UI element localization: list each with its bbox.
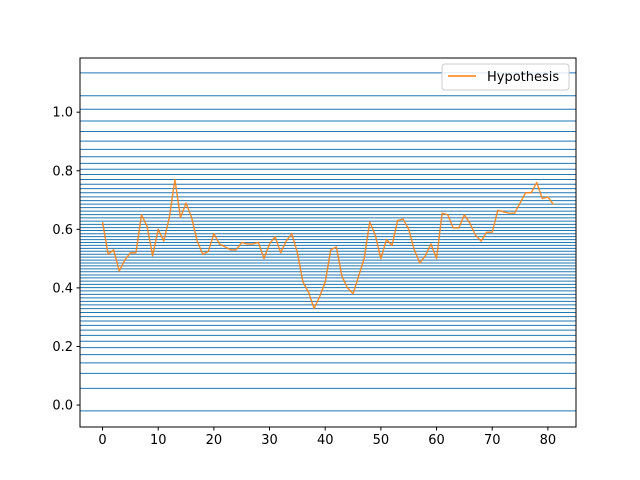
- series-layer: [101, 178, 555, 310]
- legend: Hypothesis: [441, 63, 570, 91]
- x-tick-label: 20: [206, 433, 223, 448]
- horizontal-reference-lines: [80, 72, 576, 412]
- plot-frame: [79, 57, 577, 428]
- x-tick-label: 0: [98, 433, 106, 448]
- legend-box: [441, 63, 570, 91]
- y-tick-label: 0.6: [52, 223, 73, 238]
- y-tick-label: 0.2: [52, 340, 73, 355]
- y-tick-label: 0.4: [52, 281, 73, 296]
- x-tick-label: 50: [373, 433, 390, 448]
- x-tick-label: 80: [540, 433, 557, 448]
- x-axis-ticks: 0 10 20 30 40 50 60 70 80: [98, 427, 556, 448]
- y-tick-label: 1.0: [52, 106, 73, 121]
- x-tick-label: 30: [261, 433, 278, 448]
- x-tick-label: 70: [484, 433, 501, 448]
- y-axis-ticks: 0.0 0.2 0.4 0.6 0.8 1.0: [52, 106, 80, 414]
- x-tick-label: 10: [150, 433, 167, 448]
- x-tick-label: 60: [428, 433, 445, 448]
- y-tick-label: 0.8: [52, 164, 73, 179]
- x-tick-label: 40: [317, 433, 334, 448]
- series-line-hypothesis: [101, 178, 555, 310]
- legend-label-hypothesis: Hypothesis: [487, 70, 559, 85]
- y-tick-label: 0.0: [52, 399, 73, 414]
